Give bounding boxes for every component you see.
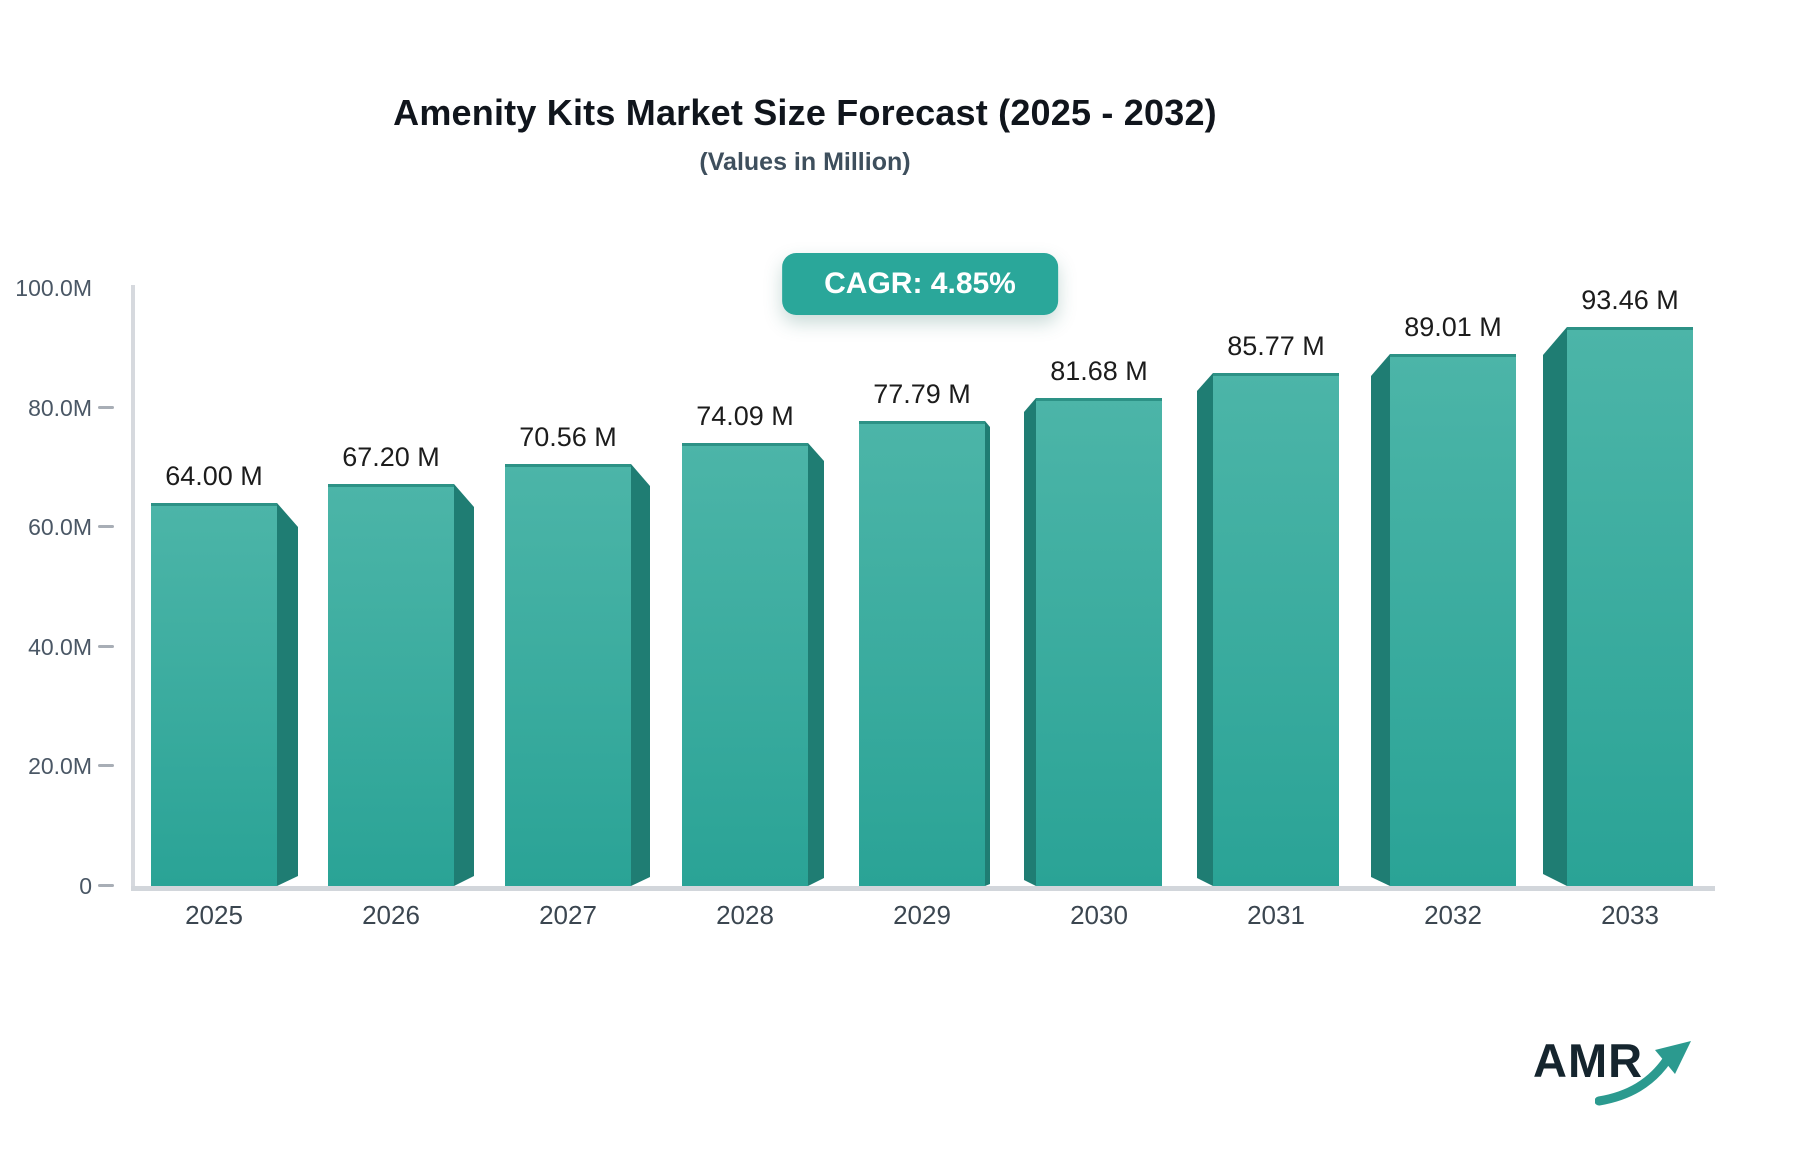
page-subtitle: (Values in Million)	[699, 148, 911, 176]
bar-2030	[1036, 398, 1162, 886]
title-wrap: Amenity Kits Market Size Forecast (2025 …	[0, 92, 1610, 134]
y-tick-label: 100.0M	[15, 275, 92, 301]
bar-2031	[1213, 373, 1339, 886]
x-tick-label-2033: 2033	[1601, 900, 1659, 930]
bar-side-2030	[1024, 398, 1036, 886]
bar-value-label-2030: 81.68 M	[1050, 356, 1148, 386]
y-tick-label: 0	[79, 873, 92, 899]
bar-value-label-2026: 67.20 M	[342, 442, 440, 472]
bar-2028	[682, 443, 808, 886]
bar-2032	[1390, 354, 1516, 886]
y-tick-label: 60.0M	[28, 514, 92, 541]
y-tick-mark	[98, 525, 114, 529]
y-tick-mark	[98, 644, 114, 648]
bar-value-label-2032: 89.01 M	[1404, 312, 1502, 342]
y-axis-line	[131, 285, 135, 891]
x-tick-label-2032: 2032	[1424, 900, 1482, 930]
cagr-badge: CAGR: 4.85%	[782, 253, 1058, 315]
x-tick-label-2031: 2031	[1247, 900, 1305, 930]
bar-2027	[505, 464, 631, 886]
x-tick-label-2027: 2027	[539, 900, 597, 930]
x-axis-line	[131, 886, 1715, 891]
bar-side-2033	[1543, 327, 1567, 886]
y-tick-mark	[98, 764, 114, 768]
bar-side-2028	[808, 443, 824, 886]
y-tick-label: 40.0M	[28, 633, 92, 660]
x-tick-label-2026: 2026	[362, 900, 420, 930]
bar-side-2032	[1371, 354, 1390, 886]
bar-2025	[151, 503, 277, 886]
y-tick-label: 20.0M	[28, 753, 92, 780]
bar-value-label-2029: 77.79 M	[873, 379, 971, 409]
bar-side-2027	[631, 464, 650, 886]
bar-side-2029	[985, 421, 990, 886]
bar-side-2026	[454, 484, 474, 886]
subtitle-wrap: (Values in Million)	[0, 148, 1610, 177]
x-tick-label-2025: 2025	[185, 900, 243, 930]
x-tick-label-2028: 2028	[716, 900, 774, 930]
bar-2029	[859, 421, 985, 886]
bar-2033	[1567, 327, 1693, 886]
page-title: Amenity Kits Market Size Forecast (2025 …	[393, 92, 1217, 133]
bar-value-label-2025: 64.00 M	[165, 461, 263, 491]
amr-logo: AMR	[1533, 1036, 1753, 1112]
bar-value-label-2031: 85.77 M	[1227, 331, 1325, 361]
x-tick-label-2030: 2030	[1070, 900, 1128, 930]
y-tick-mark	[98, 884, 114, 887]
y-tick-label: 80.0M	[28, 394, 92, 421]
amr-logo-text: AMR	[1533, 1034, 1644, 1087]
bar-side-2025	[277, 503, 298, 886]
bar-side-2031	[1197, 373, 1213, 886]
bar-value-label-2033: 93.46 M	[1581, 285, 1679, 315]
bar-value-label-2028: 74.09 M	[696, 401, 794, 431]
bar-value-label-2027: 70.56 M	[519, 422, 617, 452]
y-tick-mark	[98, 405, 114, 409]
x-tick-label-2029: 2029	[893, 900, 951, 930]
bar-2026	[328, 484, 454, 886]
growth-arrow-icon	[1595, 1041, 1691, 1106]
